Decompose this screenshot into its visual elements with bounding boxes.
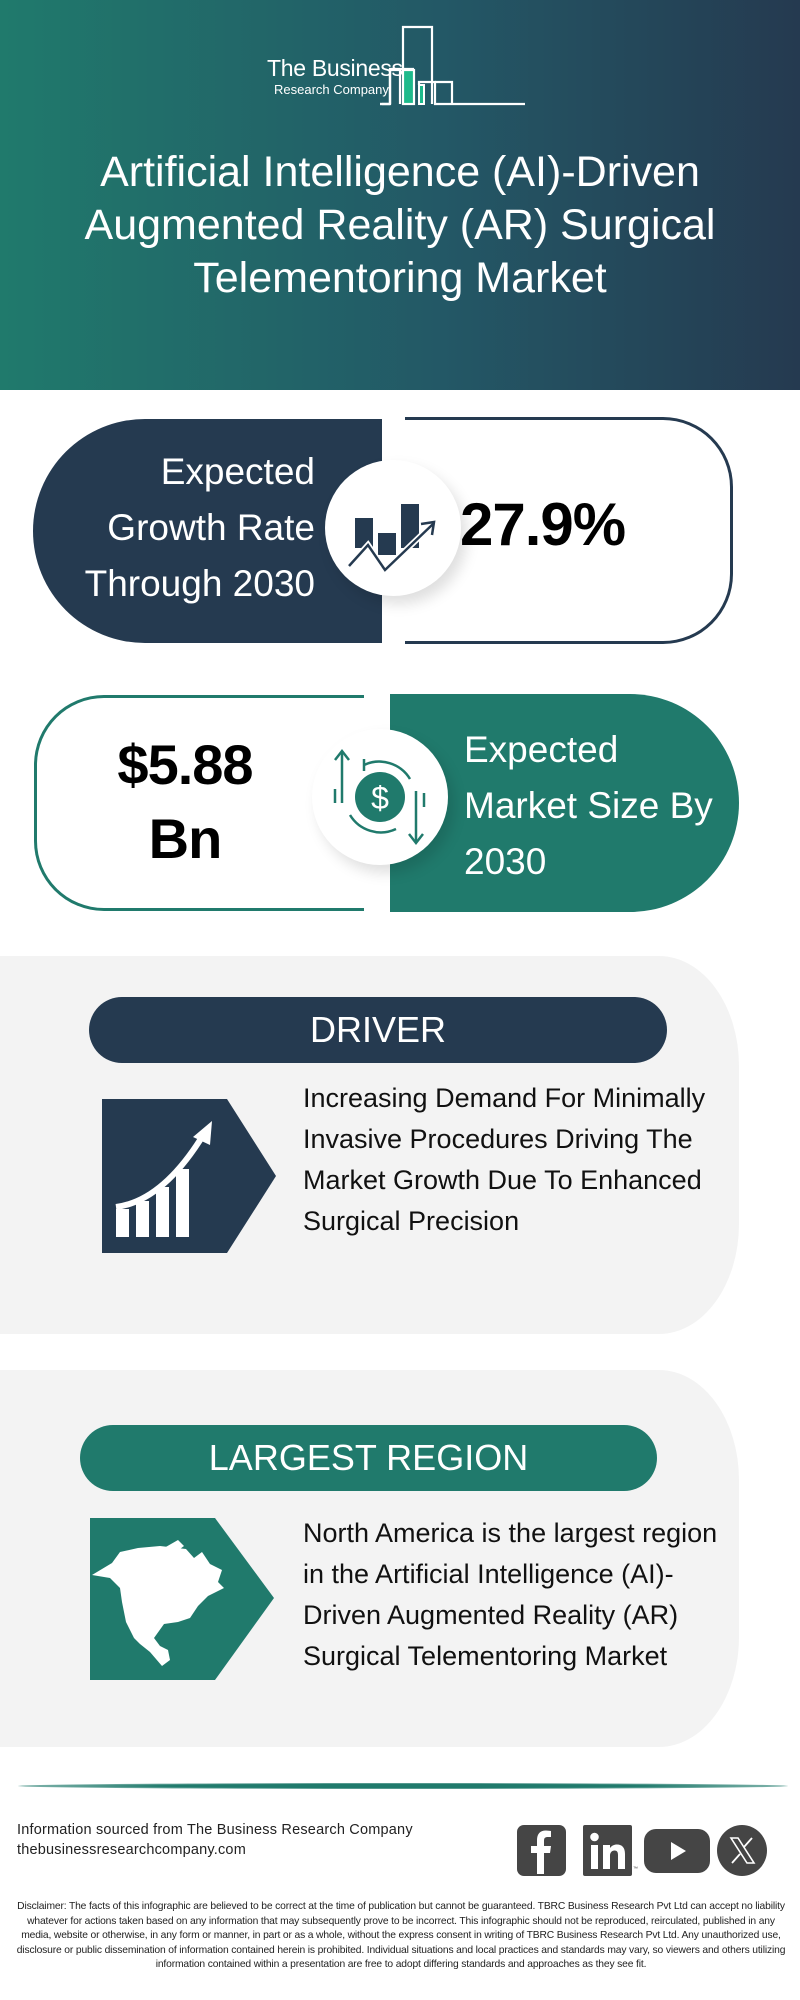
header-banner: The Business Research Company Artificial… <box>0 0 800 390</box>
x-twitter-icon <box>729 1837 756 1864</box>
market-size-icon-badge: $ <box>312 729 448 865</box>
growth-chart-icon <box>346 504 436 575</box>
logo-text-primary: The Business <box>267 55 403 81</box>
market-size-value-panel <box>34 695 364 911</box>
dollar-exchange-icon: $ <box>333 748 426 846</box>
market-size-label-panel <box>390 694 739 912</box>
page-title: Artificial Intelligence (AI)-Driven Augm… <box>84 148 716 302</box>
growth-rate-label-panel <box>33 419 382 643</box>
source-attribution: Information sourced from The Business Re… <box>17 1822 413 1838</box>
source-info: Information sourced from The Business Re… <box>17 1820 413 1860</box>
driver-description: Increasing Demand For Minimally Invasive… <box>303 1083 706 1236</box>
company-logo[interactable]: The Business Research Company <box>260 20 560 110</box>
source-website-link[interactable]: thebusinessresearchcompany.com <box>17 1842 246 1858</box>
footer-divider <box>18 1783 788 1789</box>
trademark-mark: ™ <box>633 1866 638 1872</box>
region-description: North America is the largest region in t… <box>303 1518 718 1671</box>
growth-icon-badge <box>325 460 461 596</box>
market-size-unit: Bn <box>148 807 223 870</box>
market-size-label: Expected Market Size By 2030 <box>464 729 713 882</box>
disclaimer-text: Disclaimer: The facts of this infographi… <box>16 1901 786 1970</box>
rising-bars-arrow-icon <box>102 1099 276 1253</box>
youtube-link[interactable] <box>644 1829 710 1873</box>
facebook-link[interactable] <box>517 1825 566 1876</box>
svg-text:$: $ <box>371 780 389 816</box>
market-size-value: $5.88 Bn <box>60 728 310 876</box>
linkedin-icon <box>590 1832 625 1869</box>
x-twitter-link[interactable] <box>717 1825 767 1876</box>
logo-text-secondary: Research Company <box>274 82 389 97</box>
facebook-icon <box>531 1830 551 1874</box>
driver-heading: DRIVER <box>89 997 667 1063</box>
youtube-icon <box>671 1842 686 1860</box>
linkedin-link[interactable] <box>583 1825 632 1876</box>
growth-rate-value-panel <box>405 417 733 644</box>
region-heading: LARGEST REGION <box>80 1425 657 1491</box>
market-size-amount: $5.88 <box>117 733 253 796</box>
north-america-map-icon <box>90 1518 274 1680</box>
growth-rate-value: 27.9% <box>460 491 626 558</box>
building-bars-logo-icon <box>380 25 525 106</box>
growth-rate-label: Expected Growth Rate Through 2030 <box>84 451 315 604</box>
